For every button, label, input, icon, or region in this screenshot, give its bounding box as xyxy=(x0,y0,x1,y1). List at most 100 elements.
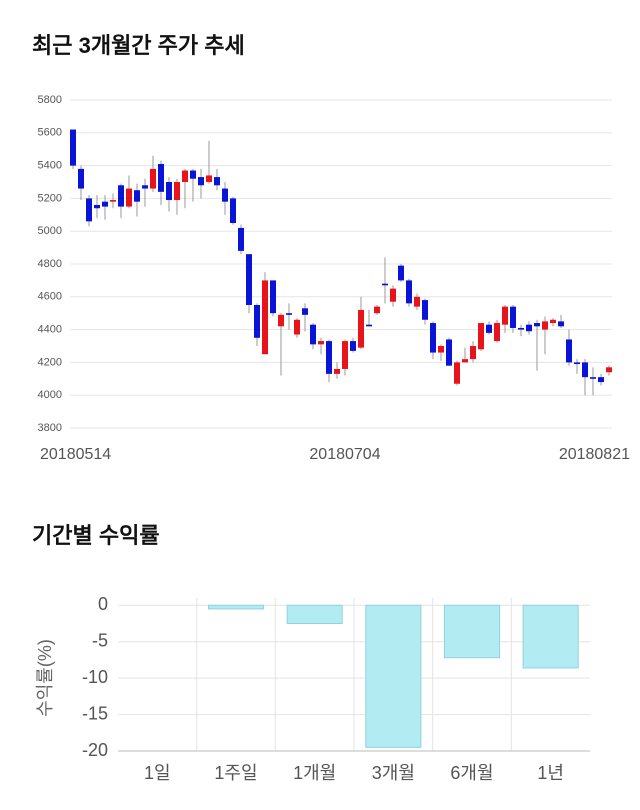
y-tick-label: 5200 xyxy=(38,192,62,204)
candle-body xyxy=(134,190,140,202)
y-tick-label: 4800 xyxy=(38,258,62,270)
candle-body xyxy=(166,182,172,201)
candle-body xyxy=(278,314,284,327)
candle-body xyxy=(382,283,388,286)
y-tick-label: -10 xyxy=(82,667,108,687)
candle-body xyxy=(510,306,516,328)
y-tick-label: 3800 xyxy=(38,422,62,434)
candle-body xyxy=(142,185,148,189)
candle-body xyxy=(198,177,204,186)
bar xyxy=(365,604,422,748)
candle-body xyxy=(182,170,188,182)
x-tick-label: 1년 xyxy=(537,763,564,783)
candle-body xyxy=(454,362,460,384)
candle-body xyxy=(310,324,316,345)
x-tick-label: 20180821 xyxy=(559,446,630,463)
candle-body xyxy=(542,321,548,330)
candle-body xyxy=(222,188,228,202)
candle-body xyxy=(478,323,484,350)
y-tick-label: 5600 xyxy=(38,127,62,139)
candle-body xyxy=(470,346,476,360)
candle-body xyxy=(406,280,412,304)
y-tick-label: 4600 xyxy=(38,291,62,303)
candle-body xyxy=(462,359,468,363)
candle-body xyxy=(246,254,252,305)
x-tick-label: 1개월 xyxy=(293,763,336,783)
candle-body xyxy=(334,368,340,374)
x-tick-label: 1주일 xyxy=(214,763,257,783)
candle-body xyxy=(262,280,268,355)
y-tick-label: 4400 xyxy=(38,324,62,336)
candle-body xyxy=(126,188,132,207)
candle-body xyxy=(150,168,156,189)
bar xyxy=(286,604,343,624)
y-tick-label: 4200 xyxy=(38,356,62,368)
x-tick-label: 3개월 xyxy=(372,763,415,783)
candle-body xyxy=(174,182,180,201)
candle-body xyxy=(606,367,612,373)
candle-body xyxy=(558,321,564,327)
y-tick-label: 5800 xyxy=(38,94,62,106)
y-tick-label: 5400 xyxy=(38,160,62,172)
chart-title: 기간별 수익률 xyxy=(32,523,160,548)
x-tick-label: 20180704 xyxy=(309,446,380,463)
y-tick-label: 0 xyxy=(98,594,108,614)
candle-body xyxy=(414,296,420,307)
candle-body xyxy=(302,308,308,315)
candle-body xyxy=(374,306,380,314)
candle-body xyxy=(350,341,356,351)
candle-body xyxy=(158,163,164,192)
candle-body xyxy=(190,170,196,179)
bar xyxy=(207,604,265,610)
candle-body xyxy=(342,341,348,369)
candle-body xyxy=(550,319,556,324)
candle-body xyxy=(598,377,604,383)
chart-title: 최근 3개월간 주가 추세 xyxy=(32,33,245,58)
x-tick-label: 20180514 xyxy=(40,446,111,463)
candle-body xyxy=(534,323,540,327)
candle-body xyxy=(254,305,260,338)
candle-body xyxy=(430,323,436,353)
candle-body xyxy=(294,319,300,335)
candle-body xyxy=(94,204,100,209)
candle-body xyxy=(358,309,364,348)
bar xyxy=(522,604,579,669)
x-tick-label: 1일 xyxy=(144,763,171,783)
candle-body xyxy=(486,324,492,333)
candle-body xyxy=(526,324,532,332)
candle-body xyxy=(86,198,92,222)
candle-body xyxy=(398,265,404,281)
candle-body xyxy=(286,313,292,315)
candle-body xyxy=(238,227,244,251)
candle-body xyxy=(270,280,276,314)
candle-body xyxy=(574,362,580,365)
y-tick-label: 5000 xyxy=(38,225,62,237)
candle-body xyxy=(366,324,372,327)
candle-body xyxy=(214,177,220,186)
candle-body xyxy=(494,323,500,342)
candle-body xyxy=(518,327,524,330)
candle-body xyxy=(446,339,452,366)
candle-body xyxy=(102,201,108,207)
candle-body xyxy=(206,175,212,182)
candle-body xyxy=(230,198,236,223)
x-tick-label: 6개월 xyxy=(450,763,493,783)
candle-body xyxy=(590,377,596,379)
y-tick-label: -20 xyxy=(82,740,108,760)
candle-body xyxy=(78,168,84,189)
candle-body xyxy=(582,362,588,378)
y-tick-label: -15 xyxy=(82,703,108,723)
candle-body xyxy=(502,306,508,325)
candle-body xyxy=(110,200,116,202)
candle-body xyxy=(566,339,572,363)
candle-body xyxy=(70,129,76,166)
candle-body xyxy=(438,346,444,353)
candle-body xyxy=(326,341,332,374)
candle-body xyxy=(422,300,428,320)
y-tick-label: 4000 xyxy=(38,389,62,401)
y-tick-label: -5 xyxy=(92,630,108,650)
y-axis-label: 수익률(%) xyxy=(35,639,55,717)
candle-body xyxy=(390,288,396,302)
candle-body xyxy=(118,185,124,207)
